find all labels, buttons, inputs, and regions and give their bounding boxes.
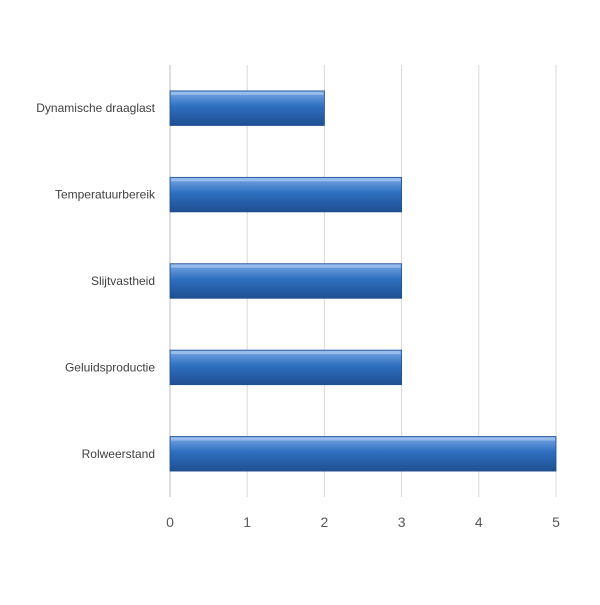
x-axis-ticks: 0 1 2 3 4 5 — [166, 514, 560, 530]
x-tick-label: 3 — [398, 514, 406, 530]
bar — [169, 176, 403, 213]
bar — [169, 349, 403, 386]
bar — [169, 263, 403, 299]
x-tick-label: 4 — [475, 514, 483, 530]
x-tick-label: 0 — [166, 514, 174, 530]
bars — [169, 90, 557, 472]
bar-highlight — [171, 178, 401, 182]
bar-highlight — [171, 264, 401, 268]
bar — [169, 436, 557, 472]
x-tick-label: 5 — [552, 514, 560, 530]
bar-highlight — [171, 437, 555, 441]
category-label: Dynamische draaglast — [36, 101, 155, 115]
bar-highlight — [171, 351, 401, 355]
x-tick-label: 1 — [243, 514, 251, 530]
x-tick-label: 2 — [321, 514, 329, 530]
category-label: Slijtvastheid — [91, 274, 155, 288]
category-label: Rolweerstand — [82, 447, 155, 461]
category-label: Temperatuurbereik — [55, 188, 156, 202]
category-labels: Dynamische draaglast Temperatuurbereik Sli… — [36, 101, 156, 461]
bar — [169, 90, 325, 126]
category-label: Geluidsproductie — [65, 360, 155, 374]
bar-highlight — [171, 91, 324, 95]
